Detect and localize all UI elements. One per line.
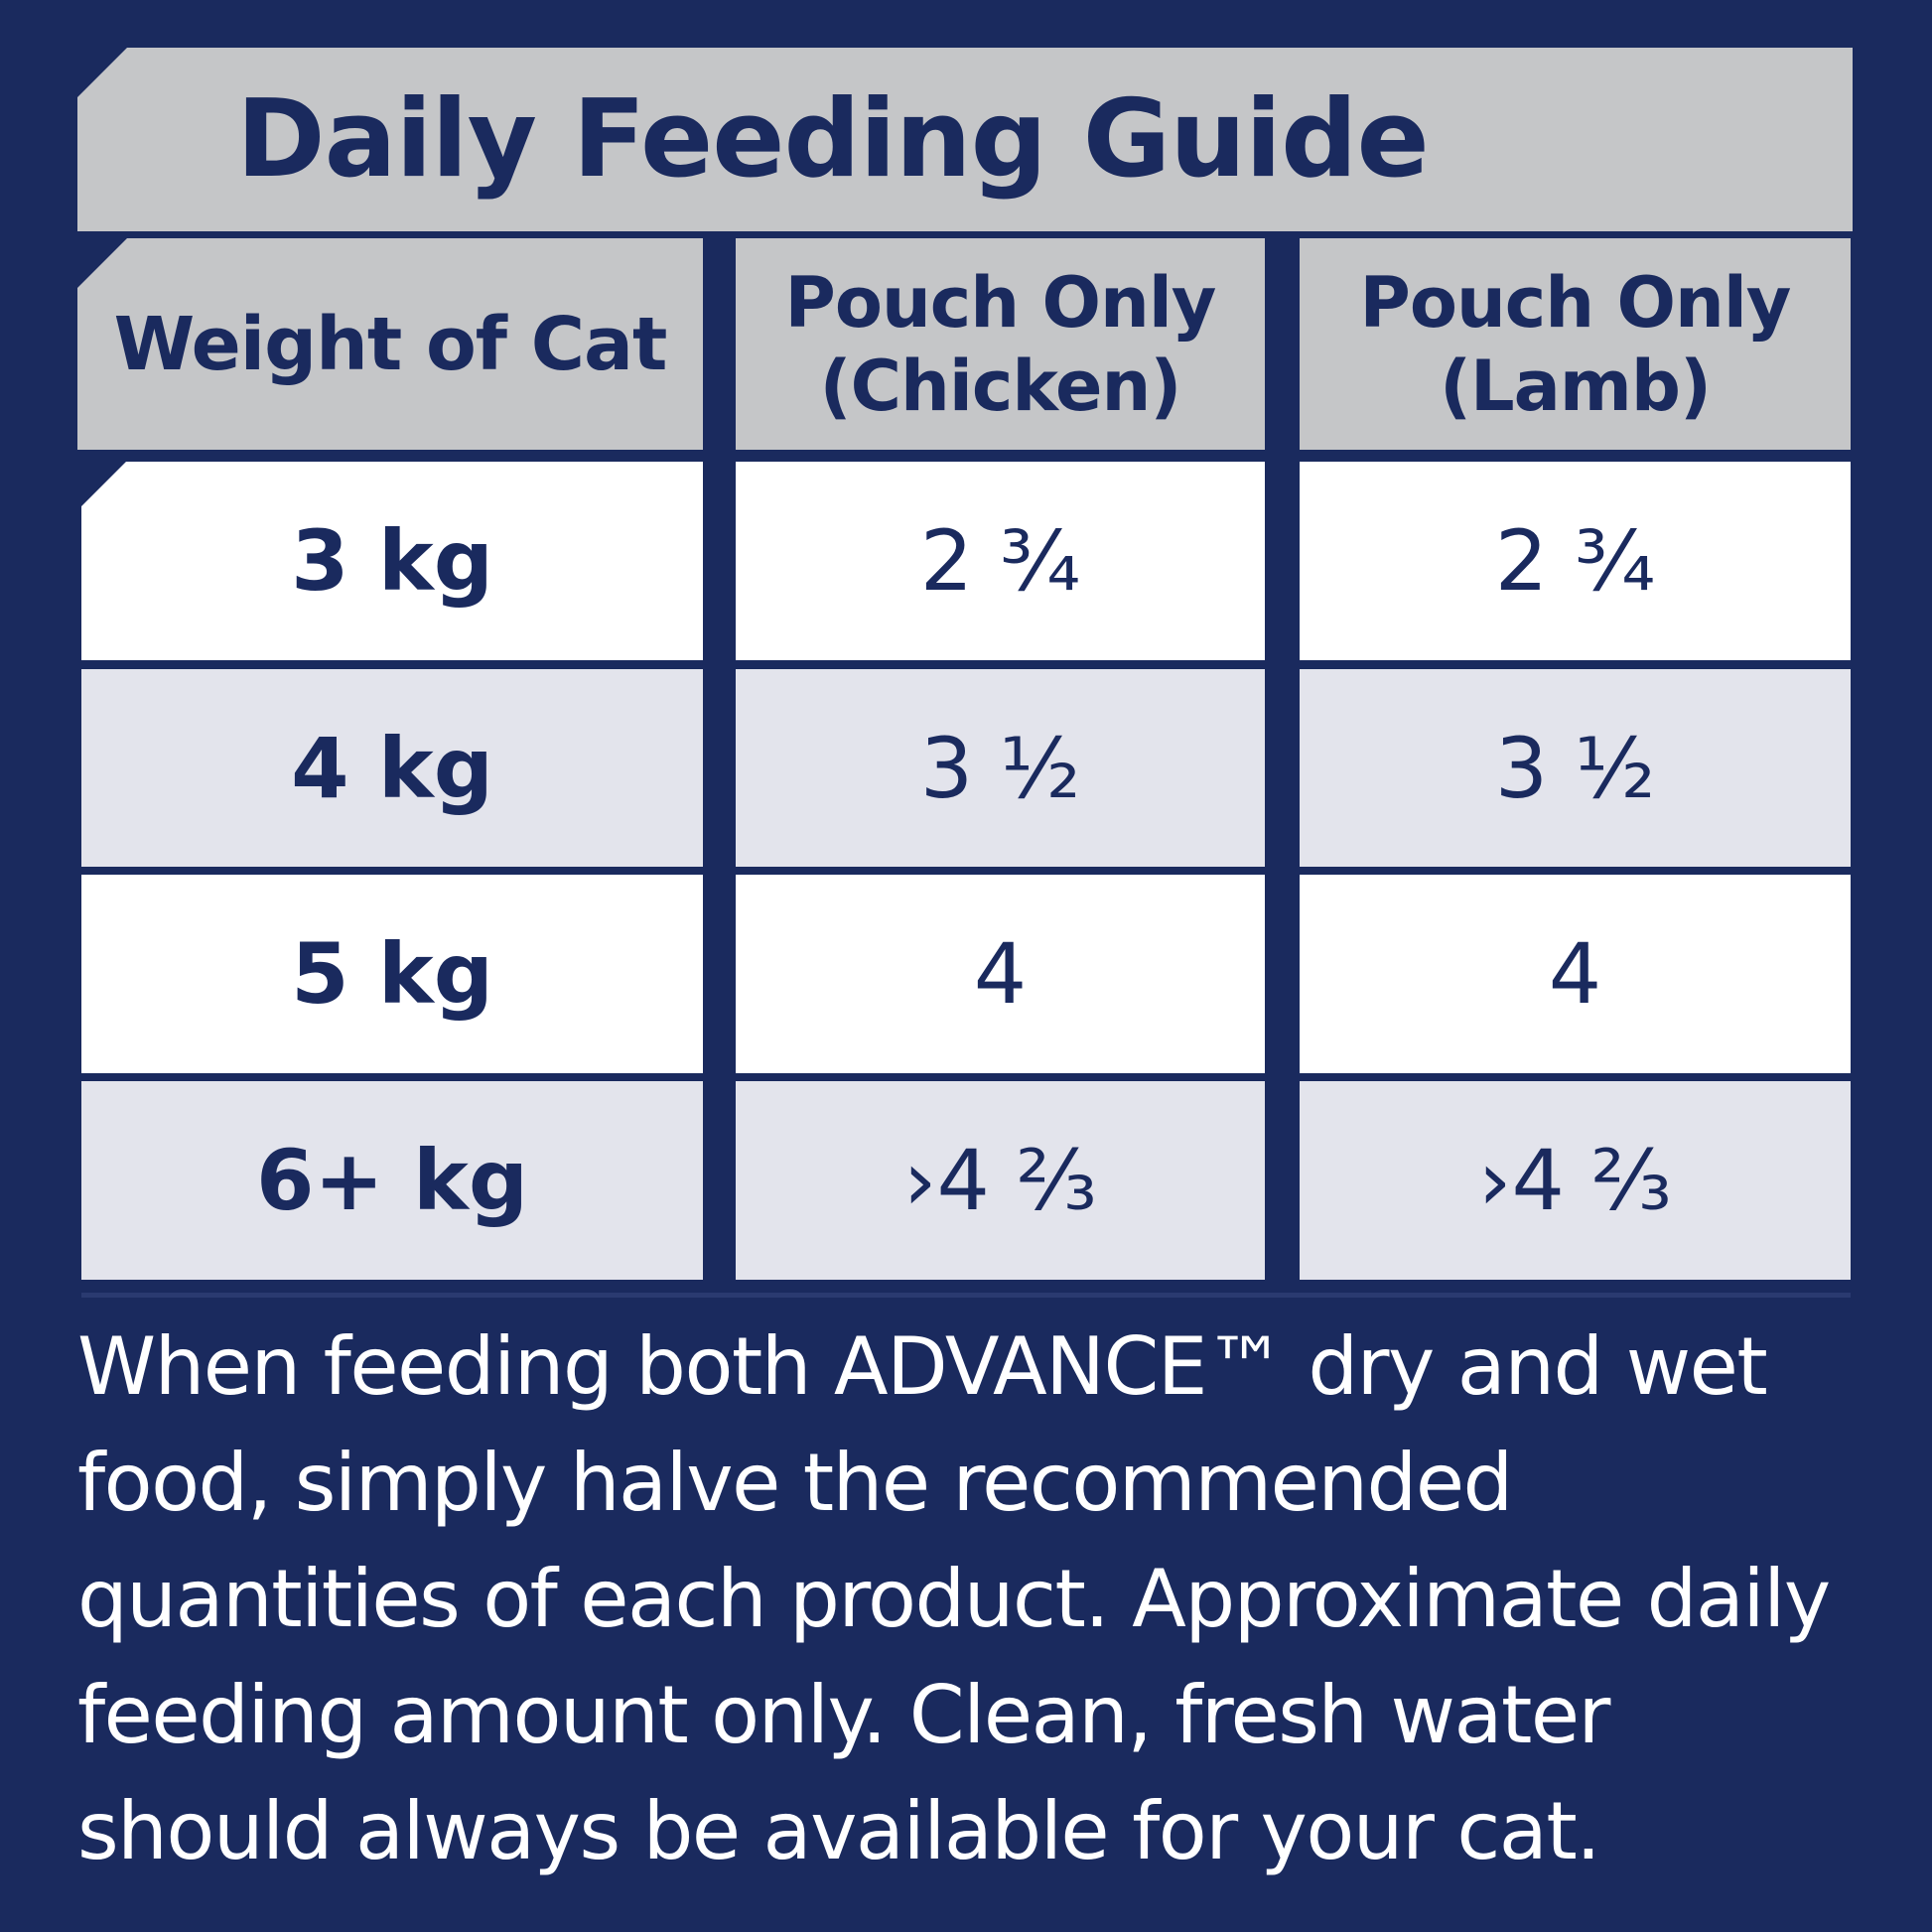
table-row-weight: 6+ kg — [81, 1081, 703, 1280]
table-row-weight: 3 kg — [81, 462, 703, 660]
header-weight: Weight of Cat — [77, 238, 703, 450]
table-row-lamb: ›4 ⅔ — [1300, 1081, 1851, 1280]
header-lamb: Pouch Only (Lamb) — [1300, 238, 1851, 450]
header-lamb-line1: Pouch Only — [1359, 261, 1792, 344]
table-row-lamb: 4 — [1300, 875, 1851, 1073]
header-lamb-line2: (Lamb) — [1440, 345, 1712, 427]
table-row-weight: 4 kg — [81, 669, 703, 867]
title-bar: Daily Feeding Guide — [77, 48, 1853, 231]
feeding-note: When feeding both ADVANCE™ dry and wet f… — [77, 1320, 1831, 1877]
header-chicken: Pouch Only (Chicken) — [736, 238, 1265, 450]
header-chicken-line2: (Chicken) — [819, 345, 1182, 427]
table-row-chicken: ›4 ⅔ — [736, 1081, 1265, 1280]
table-row-lamb: 3 ½ — [1300, 669, 1851, 867]
header-chicken-line1: Pouch Only — [784, 261, 1217, 344]
table-bottom-divider — [81, 1293, 1851, 1298]
header-weight-label: Weight of Cat — [113, 301, 668, 387]
table-row-chicken: 4 — [736, 875, 1265, 1073]
table-row-lamb: 2 ¾ — [1300, 462, 1851, 660]
table-row-weight: 5 kg — [81, 875, 703, 1073]
page-title: Daily Feeding Guide — [236, 77, 1430, 202]
table-row-chicken: 3 ½ — [736, 669, 1265, 867]
table-row-chicken: 2 ¾ — [736, 462, 1265, 660]
